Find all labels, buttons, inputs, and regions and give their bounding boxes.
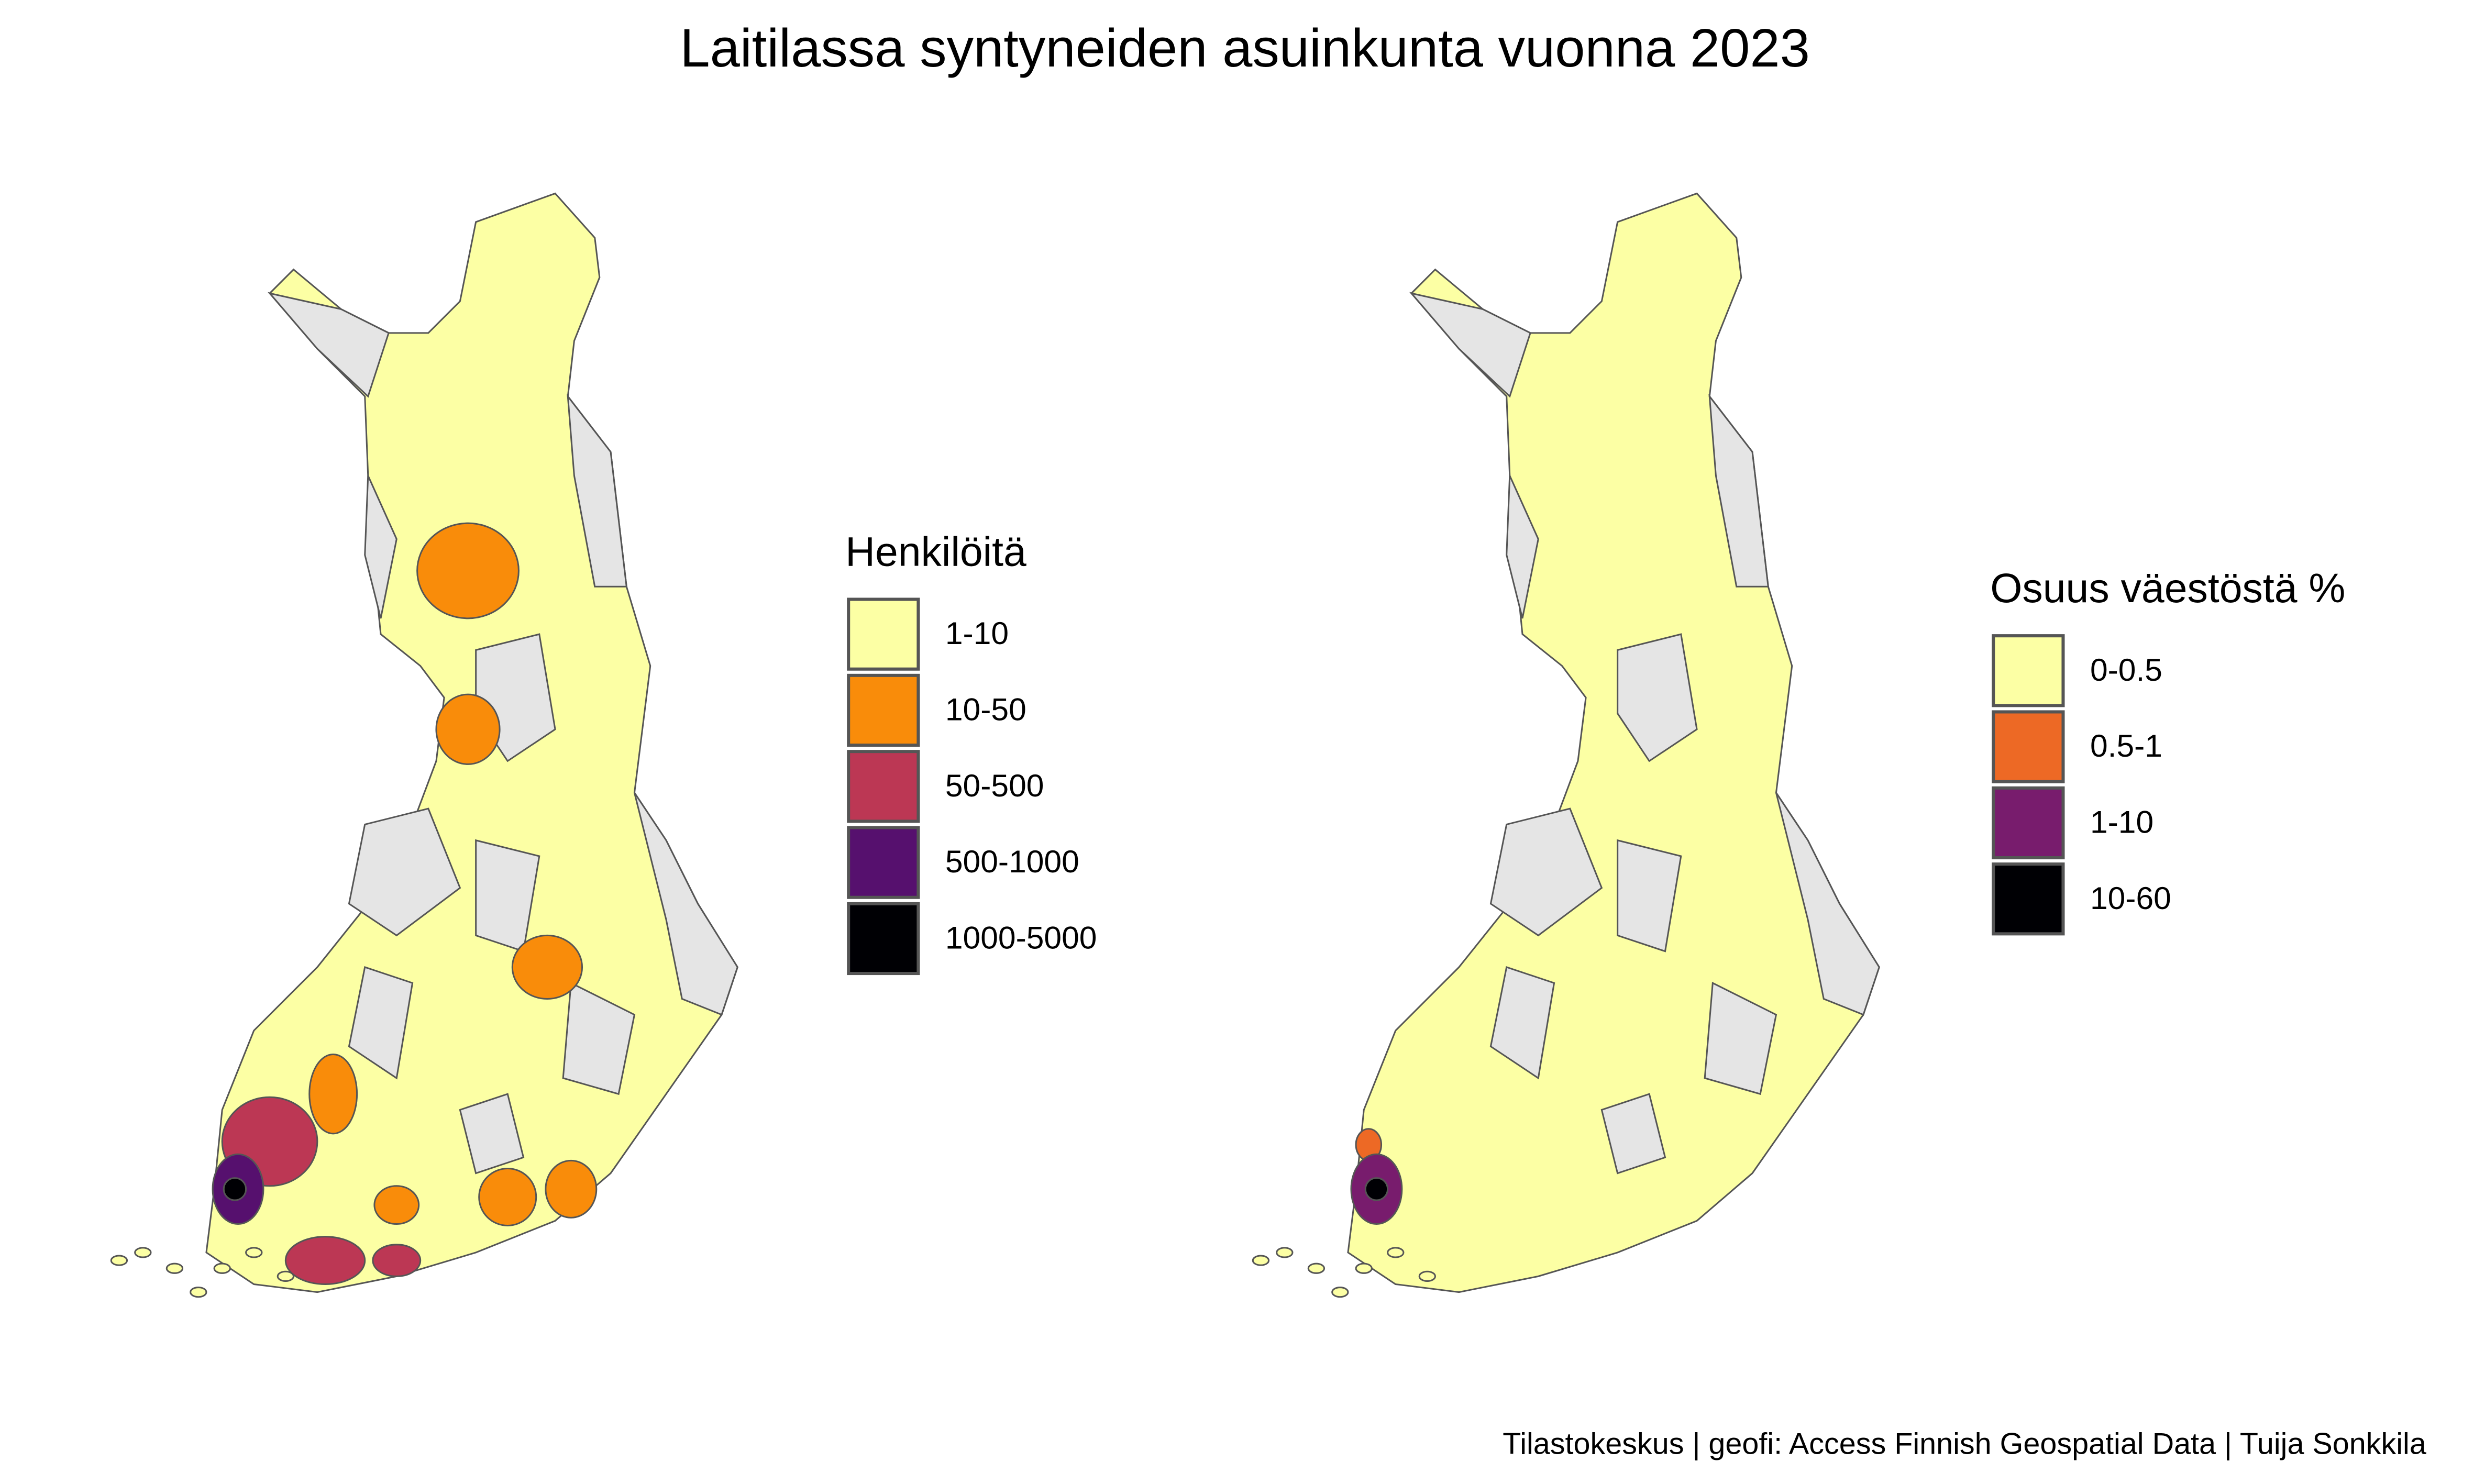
legend-title: Henkilöitä xyxy=(845,529,1026,575)
legend-swatch xyxy=(847,902,920,976)
region xyxy=(562,981,636,1095)
legend-label: 1000-5000 xyxy=(945,920,1097,955)
legend-swatch xyxy=(1992,786,2065,860)
island xyxy=(1418,1270,1436,1282)
region xyxy=(511,934,583,1000)
region xyxy=(1364,1177,1389,1201)
legend-label: 10-60 xyxy=(2090,880,2171,916)
island xyxy=(213,1262,231,1274)
region xyxy=(373,1185,420,1225)
region xyxy=(1708,393,1770,588)
region xyxy=(1775,792,1880,1016)
title: Laitilassa syntyneiden asuinkunta vuonna… xyxy=(680,18,1810,78)
region xyxy=(567,393,628,588)
region xyxy=(459,1093,525,1175)
region xyxy=(308,1053,358,1135)
region xyxy=(1704,981,1777,1095)
legend-swatch xyxy=(1992,862,2065,936)
legend-swatch xyxy=(1992,710,2065,783)
region xyxy=(545,1159,598,1219)
region xyxy=(633,792,738,1016)
map xyxy=(110,192,738,1298)
island xyxy=(245,1247,263,1258)
legend-swatch xyxy=(847,826,920,899)
region xyxy=(435,693,501,765)
region xyxy=(364,475,397,619)
legend-title: Osuus väestöstä % xyxy=(1990,565,2345,611)
region xyxy=(348,807,461,937)
island xyxy=(1307,1262,1326,1274)
island xyxy=(190,1287,207,1298)
region xyxy=(416,522,520,619)
legend-label: 500-1000 xyxy=(945,844,1079,879)
region xyxy=(478,1167,537,1226)
region xyxy=(1489,807,1603,937)
region xyxy=(267,292,390,398)
island xyxy=(110,1255,128,1266)
region xyxy=(1600,1093,1666,1175)
island xyxy=(165,1262,184,1274)
island xyxy=(1331,1287,1349,1298)
legend-label: 50-500 xyxy=(945,768,1044,803)
region xyxy=(1617,633,1698,762)
island xyxy=(134,1247,152,1258)
region xyxy=(372,1244,422,1277)
region xyxy=(1489,966,1555,1080)
caption: Tilastokeskus | geofi: Access Finnish Ge… xyxy=(1503,1427,2426,1461)
legend-swatch xyxy=(847,597,920,671)
legend-swatch xyxy=(847,750,920,823)
legend-label: 0-0.5 xyxy=(2090,652,2162,688)
map xyxy=(1252,192,1880,1298)
region xyxy=(284,1236,366,1286)
region xyxy=(1506,475,1539,619)
region xyxy=(1409,292,1531,398)
legend-swatch xyxy=(1992,634,2065,707)
island xyxy=(1252,1255,1270,1266)
island xyxy=(1355,1262,1373,1274)
region xyxy=(1617,839,1682,953)
legend-swatch xyxy=(847,673,920,747)
legend-label: 1-10 xyxy=(945,615,1009,651)
legend-label: 1-10 xyxy=(2090,804,2153,839)
legend-label: 10-50 xyxy=(945,691,1026,727)
island xyxy=(277,1270,294,1282)
legend-label: 0.5-1 xyxy=(2090,728,2162,763)
region xyxy=(348,966,414,1080)
island xyxy=(1276,1247,1294,1258)
island xyxy=(1387,1247,1405,1258)
region xyxy=(223,1177,247,1201)
